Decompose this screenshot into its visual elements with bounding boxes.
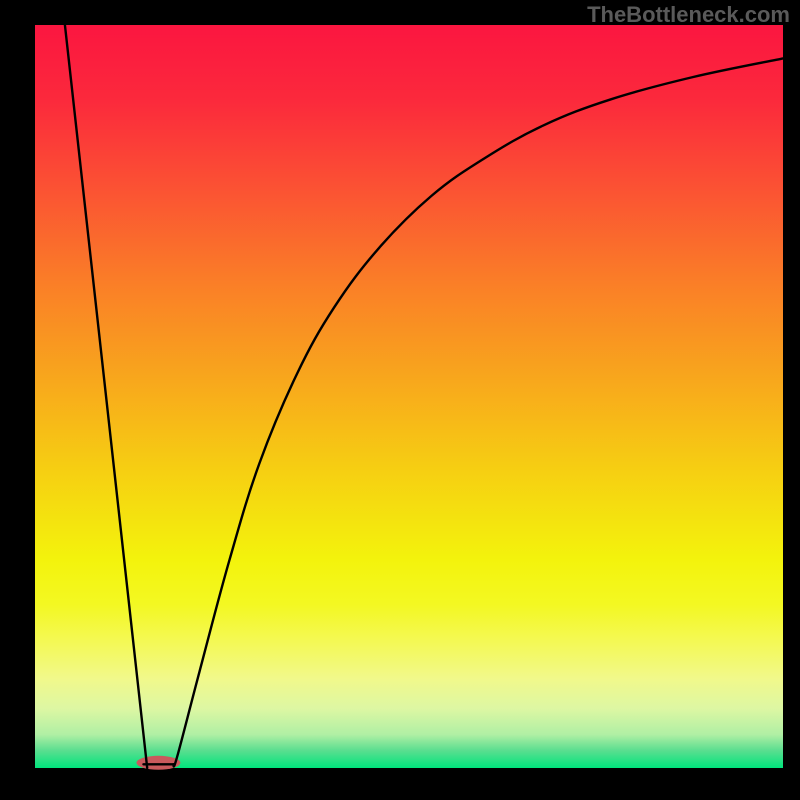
watermark-text: TheBottleneck.com [587, 0, 800, 28]
curve-layer [35, 25, 783, 768]
plot-area [35, 25, 783, 768]
chart-container: TheBottleneck.com [0, 0, 800, 800]
curve-left-branch [65, 25, 147, 768]
curve-right-branch [173, 58, 783, 766]
